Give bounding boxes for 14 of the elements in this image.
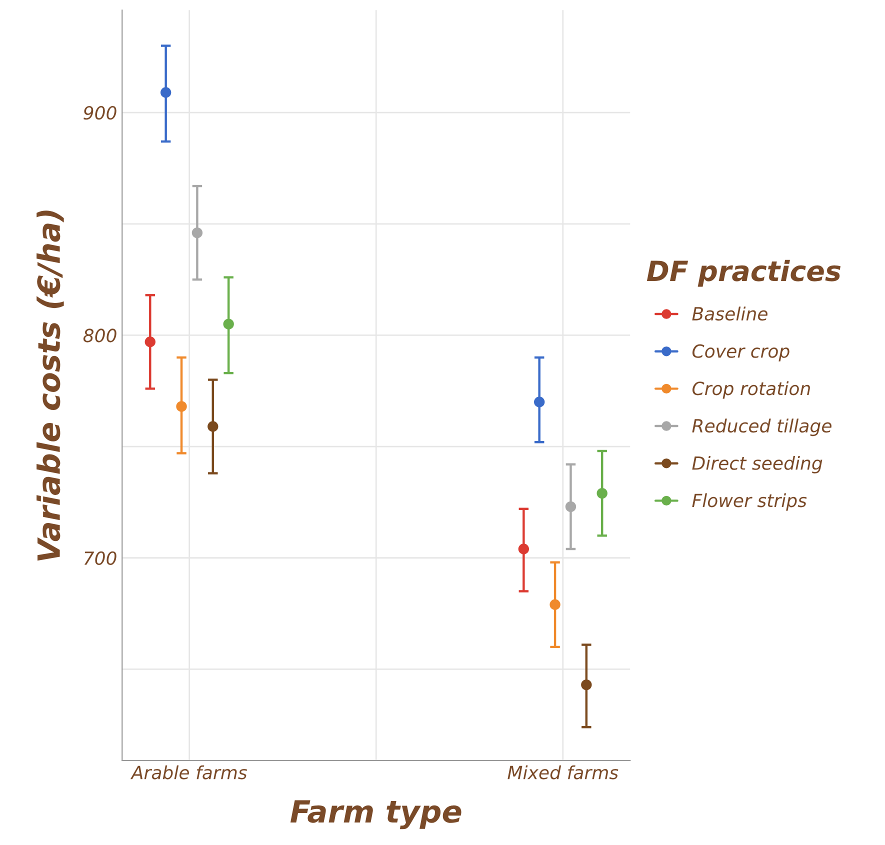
legend-label: Cover crop [692, 344, 790, 362]
y-axis-title: Variable costs (€/ha) [36, 210, 64, 561]
x-tick-label: Arable farms [130, 765, 247, 780]
y-tick-label: 900 [84, 106, 116, 120]
y-tick-label: 800 [83, 328, 116, 342]
legend-label: Flower strips [692, 493, 807, 511]
legend-label: Baseline [692, 306, 768, 321]
legend-label: Reduced tillage [692, 418, 832, 436]
legend-label: Crop rotation [692, 381, 810, 399]
legend-label: Direct seeding [692, 456, 822, 474]
x-axis-title: Farm type [290, 800, 462, 830]
x-tick-label: Mixed farms [508, 765, 618, 780]
y-tick-label: 700 [84, 551, 116, 565]
legend-title: DF practices [646, 260, 841, 287]
